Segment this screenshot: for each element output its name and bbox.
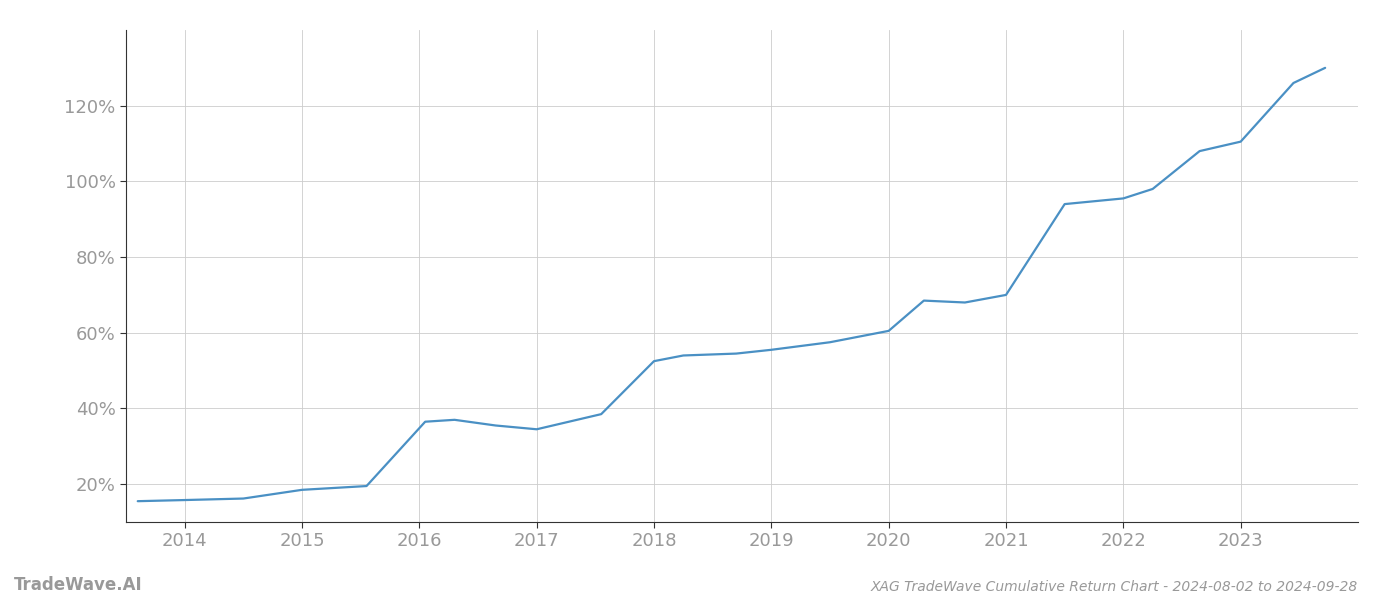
Text: TradeWave.AI: TradeWave.AI (14, 576, 143, 594)
Text: XAG TradeWave Cumulative Return Chart - 2024-08-02 to 2024-09-28: XAG TradeWave Cumulative Return Chart - … (871, 580, 1358, 594)
